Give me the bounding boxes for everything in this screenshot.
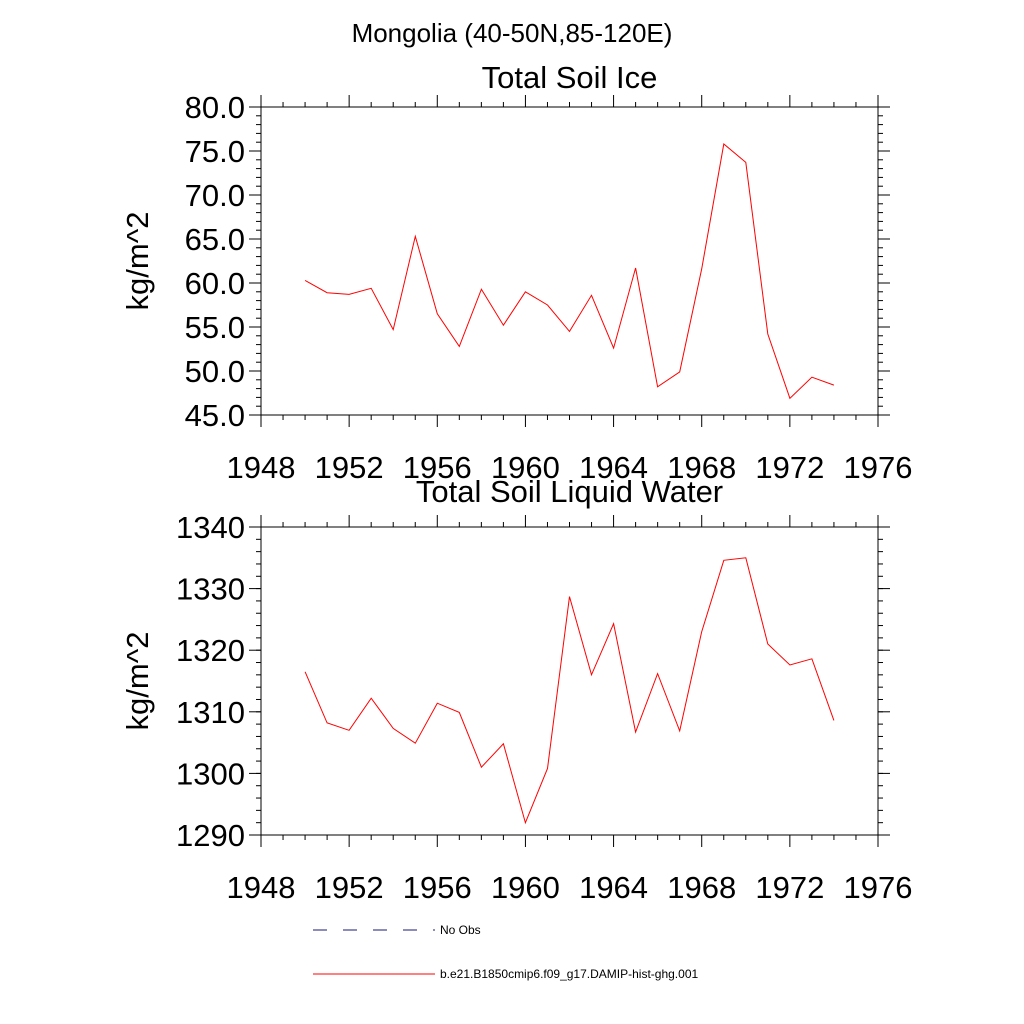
- soil-ice-x-tick-label: 1964: [579, 450, 648, 485]
- soil-ice-tick-labels: 1948 1952 1956 1960 1964 1968 1972 1976 45.0 50.0…: [185, 90, 913, 485]
- soil-ice-x-tick-label: 1956: [403, 450, 472, 485]
- soil-ice-axis-ticks: [249, 95, 890, 427]
- soil-ice-series-line: [304, 143, 835, 400]
- soil-liquid-water-y-axis-label: kg/m^2: [120, 632, 155, 731]
- soil-ice-plot-frame: [260, 106, 879, 416]
- soil-liquid-water-panel: Total Soil Liquid Water kg/m^2 1948 1952 1…: [120, 474, 912, 905]
- soil-ice-y-tick-label: 75.0: [185, 134, 245, 169]
- soil-liquid-water-plot-frame: [260, 526, 879, 836]
- soil-ice-x-tick-label: 1968: [667, 450, 736, 485]
- soil-ice-y-tick-label: 50.0: [185, 354, 245, 389]
- soil-liquid-water-y-tick-label: 1340: [176, 510, 245, 545]
- soil-ice-y-tick-label: 70.0: [185, 178, 245, 213]
- soil-ice-y-axis-label: kg/m^2: [120, 212, 155, 311]
- soil-liquid-water-y-tick-label: 1330: [176, 572, 245, 607]
- soil-liquid-water-x-tick-label: 1972: [755, 870, 824, 905]
- soil-ice-y-tick-label: 55.0: [185, 310, 245, 345]
- soil-ice-chart-title: Total Soil Ice: [482, 60, 658, 95]
- soil-liquid-water-x-tick-label: 1956: [403, 870, 472, 905]
- soil-liquid-water-x-tick-label: 1976: [844, 870, 913, 905]
- soil-liquid-water-series: [304, 557, 835, 825]
- soil-liquid-water-series-line: [304, 557, 835, 825]
- soil-liquid-water-chart-title: Total Soil Liquid Water: [416, 474, 723, 509]
- soil-liquid-water-x-tick-label: 1960: [491, 870, 560, 905]
- soil-ice-panel: Total Soil Ice kg/m^2 1948 1952 1956 1960 19…: [120, 60, 912, 485]
- soil-liquid-water-x-tick-label: 1952: [315, 870, 384, 905]
- soil-ice-x-tick-label: 1952: [315, 450, 384, 485]
- legend-label-model-run: b.e21.B1850cmip6.f09_g17.DAMIP-hist-ghg.…: [440, 967, 698, 981]
- soil-liquid-water-y-tick-label: 1300: [176, 756, 245, 791]
- figure-title: Mongolia (40-50N,85-120E): [352, 18, 673, 48]
- soil-liquid-water-tick-labels: 1948 1952 1956 1960 1964 1968 1972 1976 1290 1300…: [176, 510, 912, 905]
- soil-liquid-water-x-tick-label: 1964: [579, 870, 648, 905]
- soil-ice-x-tick-label: 1972: [755, 450, 824, 485]
- legend: No Obs b.e21.B1850cmip6.f09_g17.DAMIP-hi…: [313, 923, 698, 981]
- soil-ice-x-tick-label: 1948: [227, 450, 296, 485]
- soil-ice-y-tick-label: 80.0: [185, 90, 245, 125]
- soil-ice-y-tick-label: 45.0: [185, 398, 245, 433]
- soil-ice-y-tick-label: 65.0: [185, 222, 245, 257]
- soil-liquid-water-x-tick-label: 1968: [667, 870, 736, 905]
- soil-liquid-water-y-tick-label: 1290: [176, 818, 245, 853]
- soil-liquid-water-y-tick-label: 1320: [176, 633, 245, 668]
- legend-label-no-obs: No Obs: [440, 923, 481, 937]
- soil-ice-x-tick-label: 1976: [844, 450, 913, 485]
- soil-ice-y-tick-label: 60.0: [185, 266, 245, 301]
- soil-liquid-water-axis-ticks: [249, 515, 890, 847]
- soil-ice-series: [304, 143, 835, 400]
- soil-liquid-water-y-tick-label: 1310: [176, 695, 245, 730]
- soil-ice-x-tick-label: 1960: [491, 450, 560, 485]
- soil-liquid-water-x-tick-label: 1948: [227, 870, 296, 905]
